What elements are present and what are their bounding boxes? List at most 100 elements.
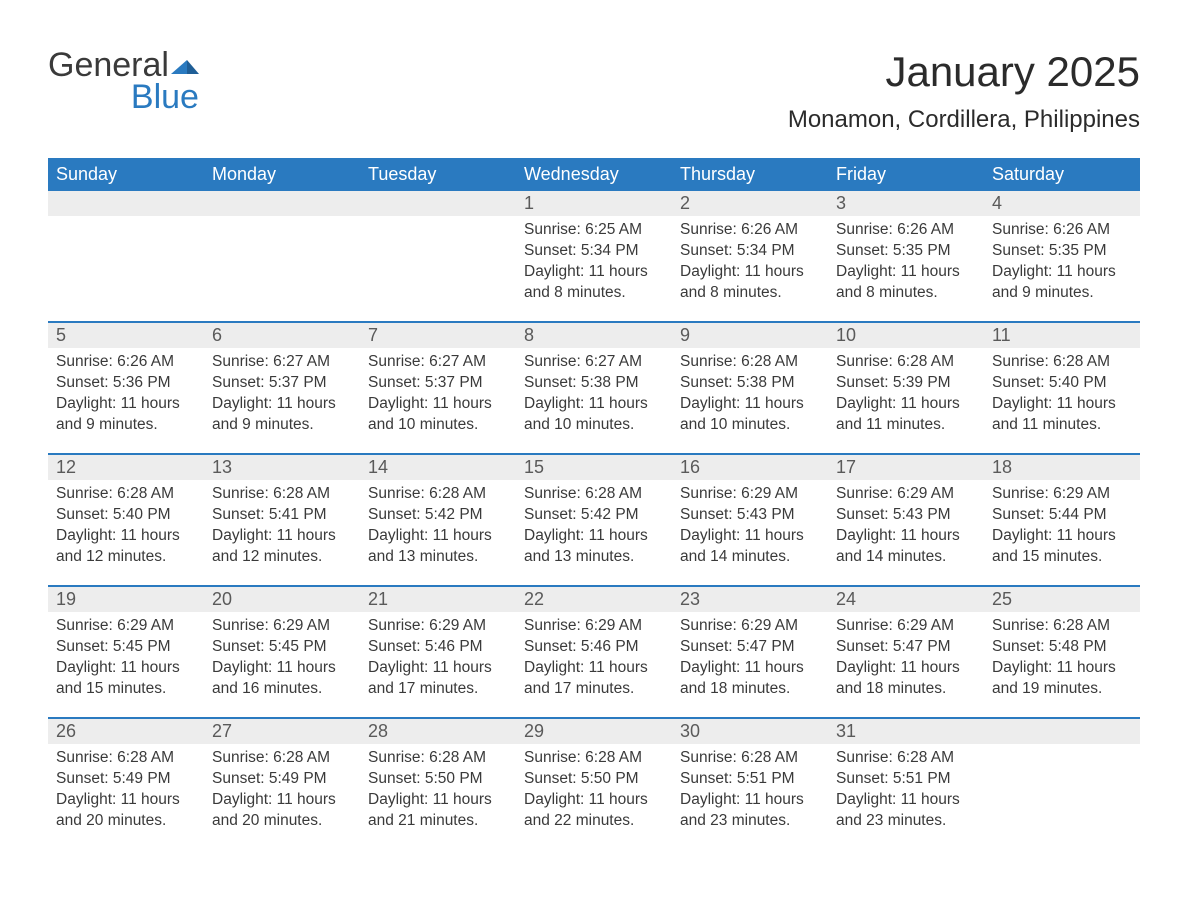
sunrise-text: Sunrise: 6:29 AM [680,616,820,637]
logo: General Blue [48,48,199,114]
day-cell: 26Sunrise: 6:28 AMSunset: 5:49 PMDayligh… [48,719,204,849]
daylight-text: Daylight: 11 hours and 13 minutes. [524,526,664,568]
daylight-text: Daylight: 11 hours and 8 minutes. [524,262,664,304]
day-number: 6 [204,323,360,348]
day-body: Sunrise: 6:27 AMSunset: 5:38 PMDaylight:… [516,348,672,436]
day-number: 30 [672,719,828,744]
daylight-text: Daylight: 11 hours and 23 minutes. [680,790,820,832]
day-body: Sunrise: 6:28 AMSunset: 5:51 PMDaylight:… [672,744,828,832]
daylight-text: Daylight: 11 hours and 15 minutes. [992,526,1132,568]
day-number: 3 [828,191,984,216]
sunset-text: Sunset: 5:34 PM [524,241,664,262]
sunset-text: Sunset: 5:43 PM [680,505,820,526]
day-cell: 23Sunrise: 6:29 AMSunset: 5:47 PMDayligh… [672,587,828,717]
day-body: Sunrise: 6:28 AMSunset: 5:50 PMDaylight:… [516,744,672,832]
sunrise-text: Sunrise: 6:29 AM [56,616,196,637]
day-cell: 12Sunrise: 6:28 AMSunset: 5:40 PMDayligh… [48,455,204,585]
day-body: Sunrise: 6:26 AMSunset: 5:35 PMDaylight:… [828,216,984,304]
day-body: Sunrise: 6:26 AMSunset: 5:34 PMDaylight:… [672,216,828,304]
sunset-text: Sunset: 5:34 PM [680,241,820,262]
day-cell: 7Sunrise: 6:27 AMSunset: 5:37 PMDaylight… [360,323,516,453]
week-row: 1Sunrise: 6:25 AMSunset: 5:34 PMDaylight… [48,191,1140,321]
day-cell: 3Sunrise: 6:26 AMSunset: 5:35 PMDaylight… [828,191,984,321]
week-row: 26Sunrise: 6:28 AMSunset: 5:49 PMDayligh… [48,717,1140,849]
day-number [360,191,516,216]
day-cell: 22Sunrise: 6:29 AMSunset: 5:46 PMDayligh… [516,587,672,717]
day-body: Sunrise: 6:29 AMSunset: 5:47 PMDaylight:… [828,612,984,700]
day-body: Sunrise: 6:28 AMSunset: 5:50 PMDaylight:… [360,744,516,832]
day-body: Sunrise: 6:28 AMSunset: 5:42 PMDaylight:… [360,480,516,568]
day-number: 16 [672,455,828,480]
sunset-text: Sunset: 5:38 PM [680,373,820,394]
day-body: Sunrise: 6:29 AMSunset: 5:46 PMDaylight:… [360,612,516,700]
page: General Blue January 2025 Monamon, Cordi… [0,0,1188,889]
day-body: Sunrise: 6:28 AMSunset: 5:49 PMDaylight:… [48,744,204,832]
sunset-text: Sunset: 5:36 PM [56,373,196,394]
day-body: Sunrise: 6:27 AMSunset: 5:37 PMDaylight:… [204,348,360,436]
weekday-header: Wednesday [516,158,672,191]
day-cell: 1Sunrise: 6:25 AMSunset: 5:34 PMDaylight… [516,191,672,321]
day-cell: 16Sunrise: 6:29 AMSunset: 5:43 PMDayligh… [672,455,828,585]
day-number: 17 [828,455,984,480]
sunrise-text: Sunrise: 6:28 AM [680,748,820,769]
day-cell: 14Sunrise: 6:28 AMSunset: 5:42 PMDayligh… [360,455,516,585]
sunrise-text: Sunrise: 6:29 AM [836,484,976,505]
day-cell: 8Sunrise: 6:27 AMSunset: 5:38 PMDaylight… [516,323,672,453]
day-cell: 20Sunrise: 6:29 AMSunset: 5:45 PMDayligh… [204,587,360,717]
day-number: 31 [828,719,984,744]
day-number: 24 [828,587,984,612]
daylight-text: Daylight: 11 hours and 16 minutes. [212,658,352,700]
day-cell [204,191,360,321]
day-number: 13 [204,455,360,480]
daylight-text: Daylight: 11 hours and 9 minutes. [56,394,196,436]
sunrise-text: Sunrise: 6:27 AM [368,352,508,373]
daylight-text: Daylight: 11 hours and 19 minutes. [992,658,1132,700]
daylight-text: Daylight: 11 hours and 15 minutes. [56,658,196,700]
day-body: Sunrise: 6:29 AMSunset: 5:46 PMDaylight:… [516,612,672,700]
sunrise-text: Sunrise: 6:26 AM [56,352,196,373]
day-cell: 27Sunrise: 6:28 AMSunset: 5:49 PMDayligh… [204,719,360,849]
day-cell: 30Sunrise: 6:28 AMSunset: 5:51 PMDayligh… [672,719,828,849]
weekday-header-row: Sunday Monday Tuesday Wednesday Thursday… [48,158,1140,191]
day-number: 15 [516,455,672,480]
day-body: Sunrise: 6:26 AMSunset: 5:36 PMDaylight:… [48,348,204,436]
day-number [48,191,204,216]
day-number [204,191,360,216]
day-cell [984,719,1140,849]
sunset-text: Sunset: 5:40 PM [56,505,196,526]
sunset-text: Sunset: 5:37 PM [368,373,508,394]
day-number: 14 [360,455,516,480]
daylight-text: Daylight: 11 hours and 9 minutes. [992,262,1132,304]
sunrise-text: Sunrise: 6:27 AM [524,352,664,373]
sunrise-text: Sunrise: 6:29 AM [524,616,664,637]
day-number: 12 [48,455,204,480]
day-body: Sunrise: 6:28 AMSunset: 5:39 PMDaylight:… [828,348,984,436]
daylight-text: Daylight: 11 hours and 12 minutes. [56,526,196,568]
day-number: 11 [984,323,1140,348]
day-body: Sunrise: 6:28 AMSunset: 5:38 PMDaylight:… [672,348,828,436]
sunrise-text: Sunrise: 6:26 AM [836,220,976,241]
sunset-text: Sunset: 5:42 PM [524,505,664,526]
sunset-text: Sunset: 5:39 PM [836,373,976,394]
sunrise-text: Sunrise: 6:28 AM [368,484,508,505]
sunrise-text: Sunrise: 6:29 AM [368,616,508,637]
day-cell: 19Sunrise: 6:29 AMSunset: 5:45 PMDayligh… [48,587,204,717]
daylight-text: Daylight: 11 hours and 17 minutes. [524,658,664,700]
weekday-header: Friday [828,158,984,191]
weekday-header: Thursday [672,158,828,191]
day-cell: 17Sunrise: 6:29 AMSunset: 5:43 PMDayligh… [828,455,984,585]
sunrise-text: Sunrise: 6:28 AM [524,484,664,505]
day-cell: 28Sunrise: 6:28 AMSunset: 5:50 PMDayligh… [360,719,516,849]
sunset-text: Sunset: 5:48 PM [992,637,1132,658]
day-number: 20 [204,587,360,612]
sunset-text: Sunset: 5:45 PM [56,637,196,658]
day-number [984,719,1140,744]
sunset-text: Sunset: 5:35 PM [836,241,976,262]
sunset-text: Sunset: 5:35 PM [992,241,1132,262]
daylight-text: Daylight: 11 hours and 11 minutes. [836,394,976,436]
location: Monamon, Cordillera, Philippines [788,106,1140,134]
sunrise-text: Sunrise: 6:28 AM [212,748,352,769]
sunrise-text: Sunrise: 6:28 AM [836,352,976,373]
day-cell: 29Sunrise: 6:28 AMSunset: 5:50 PMDayligh… [516,719,672,849]
day-body: Sunrise: 6:25 AMSunset: 5:34 PMDaylight:… [516,216,672,304]
